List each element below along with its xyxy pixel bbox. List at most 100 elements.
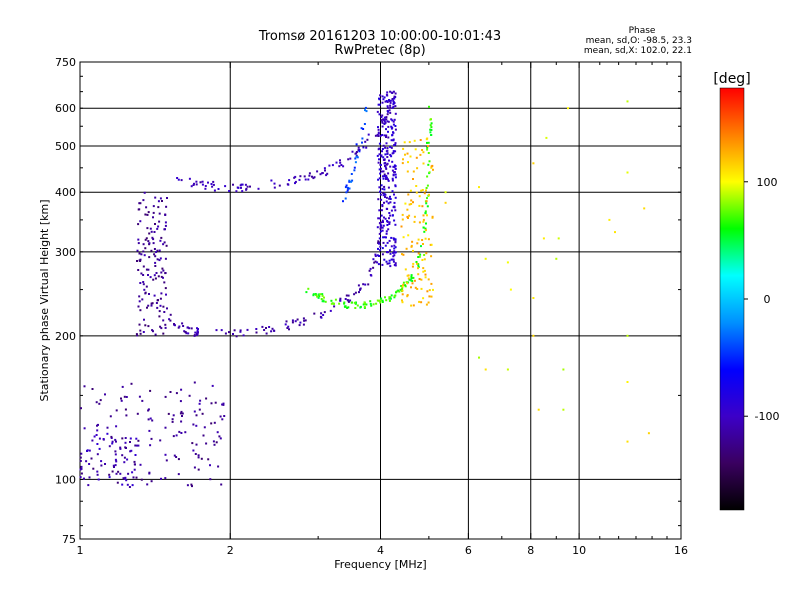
data-point-series-5 (393, 219, 396, 222)
data-point-series-8 (407, 193, 410, 196)
data-point-series-3 (169, 313, 172, 316)
data-point-series-4 (195, 183, 198, 186)
data-point-series-6 (358, 150, 361, 153)
data-point-series-2 (143, 318, 145, 321)
data-point-series-5 (392, 123, 395, 126)
data-point-series-8 (424, 237, 427, 240)
data-point-series-2 (152, 242, 155, 245)
data-point-series-5 (388, 221, 391, 224)
data-point-series-8 (420, 278, 423, 281)
data-point-series-1 (96, 443, 99, 445)
data-point-series-3 (178, 325, 181, 328)
data-point-series-1 (119, 446, 122, 449)
phase-o-stats: mean, sd,O: -98.5, 23.3 (586, 36, 692, 46)
data-point-series-0 (164, 395, 167, 398)
data-point-series-8 (425, 138, 428, 141)
data-point-series-5 (379, 230, 382, 233)
data-point-series-4 (244, 183, 247, 186)
data-point-series-7 (379, 299, 382, 302)
data-point-series-8 (401, 299, 403, 302)
data-point-series-7 (321, 294, 324, 297)
data-point-series-3 (386, 147, 389, 150)
data-point-series-4 (355, 151, 358, 153)
data-point-series-8 (430, 166, 433, 169)
data-point-series-8 (421, 205, 424, 208)
data-point-series-0 (95, 401, 98, 404)
data-point-series-5 (377, 103, 380, 106)
data-point-series-2 (155, 251, 158, 253)
data-point-series-8 (401, 293, 404, 296)
data-point-series-3 (339, 297, 342, 300)
data-point-series-5 (392, 131, 395, 134)
data-point-series-5 (380, 198, 383, 201)
data-point-series-0 (122, 477, 125, 480)
data-point-series-8 (417, 273, 420, 276)
data-point-series-0 (181, 415, 183, 417)
data-point-series-1 (121, 483, 124, 486)
data-point-series-8 (407, 217, 409, 219)
data-point-series-1 (135, 437, 138, 440)
data-point-series-8 (410, 199, 413, 202)
data-point-series-5 (389, 101, 392, 104)
data-point-series-7 (412, 276, 415, 279)
data-point-series-8 (400, 225, 403, 228)
data-point-series-5 (394, 173, 397, 176)
data-point-series-3 (232, 333, 234, 335)
data-point-series-7 (312, 293, 315, 296)
data-point-series-8 (410, 304, 413, 307)
data-point-series-5 (391, 92, 394, 94)
data-point-series-0 (80, 452, 83, 455)
data-point-series-2 (146, 306, 148, 309)
data-point-series-4 (212, 180, 215, 183)
data-point-series-6 (351, 179, 354, 182)
data-point-series-4 (237, 186, 240, 189)
data-point-series-2 (157, 275, 160, 278)
data-point-series-0 (203, 426, 206, 429)
data-point-series-3 (383, 216, 385, 219)
data-point-series-7 (388, 299, 391, 302)
data-point-series-0 (115, 472, 118, 475)
data-point-series-5 (381, 187, 384, 190)
data-point-series-7 (430, 126, 433, 129)
data-point-series-5 (377, 161, 380, 164)
data-point-series-0 (150, 437, 153, 440)
data-point-series-5 (383, 193, 386, 196)
data-point-series-8 (422, 243, 424, 245)
data-point-series-0 (202, 434, 205, 437)
data-point-series-5 (382, 236, 385, 239)
data-point-series-3 (358, 291, 360, 294)
data-point-series-1 (83, 477, 85, 480)
data-point-series-5 (389, 201, 392, 204)
data-point-series-2 (145, 206, 148, 209)
data-point-series-5 (388, 223, 391, 225)
data-point-series-5 (386, 251, 389, 254)
x-tick-label: 2 (227, 544, 234, 557)
data-point-series-3 (372, 258, 375, 261)
data-point-series-5 (378, 98, 381, 101)
data-point-series-7 (321, 293, 324, 296)
data-point-series-3 (304, 319, 307, 322)
data-point-series-3 (294, 320, 297, 323)
data-point-series-9 (484, 257, 487, 260)
data-point-series-2 (139, 332, 142, 335)
data-point-series-4 (340, 164, 343, 166)
data-point-series-5 (392, 102, 395, 105)
data-point-series-7 (426, 175, 429, 178)
data-point-series-7 (351, 301, 353, 304)
data-point-series-0 (221, 418, 224, 421)
data-point-series-2 (136, 260, 138, 262)
data-point-series-3 (347, 300, 350, 303)
data-point-series-3 (376, 261, 379, 264)
data-point-series-2 (139, 260, 142, 262)
data-point-series-0 (110, 435, 113, 438)
data-point-series-2 (164, 257, 167, 260)
data-point-series-5 (383, 134, 386, 137)
data-point-series-3 (285, 320, 288, 323)
data-point-series-0 (180, 432, 183, 434)
data-point-series-4 (286, 183, 289, 186)
data-point-series-4 (249, 185, 251, 188)
data-point-series-8 (416, 262, 419, 265)
data-point-series-9 (545, 136, 548, 139)
x-tick-label: 10 (572, 544, 586, 557)
data-point-series-6 (348, 187, 351, 190)
